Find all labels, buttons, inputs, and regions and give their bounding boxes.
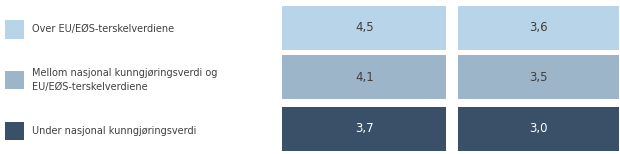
FancyBboxPatch shape — [282, 55, 446, 99]
Text: 3,0: 3,0 — [529, 122, 547, 135]
FancyBboxPatch shape — [282, 107, 446, 151]
FancyBboxPatch shape — [458, 55, 619, 99]
FancyBboxPatch shape — [282, 6, 446, 50]
Text: Under nasjonal kunngjøringsverdi: Under nasjonal kunngjøringsverdi — [32, 126, 197, 136]
FancyBboxPatch shape — [458, 6, 619, 50]
Text: 4,1: 4,1 — [355, 71, 374, 83]
FancyBboxPatch shape — [458, 107, 619, 151]
Text: Mellom nasjonal kunngjøringsverdi og
EU/EØS-terskelverdiene: Mellom nasjonal kunngjøringsverdi og EU/… — [32, 69, 218, 92]
FancyBboxPatch shape — [5, 71, 24, 89]
Text: 3,6: 3,6 — [529, 21, 547, 34]
FancyBboxPatch shape — [5, 20, 24, 38]
Text: Over EU/EØS-terskelverdiene: Over EU/EØS-terskelverdiene — [32, 24, 174, 34]
Text: 4,5: 4,5 — [355, 21, 374, 34]
FancyBboxPatch shape — [5, 122, 24, 140]
Text: 3,7: 3,7 — [355, 122, 374, 135]
Text: 3,5: 3,5 — [529, 71, 547, 83]
